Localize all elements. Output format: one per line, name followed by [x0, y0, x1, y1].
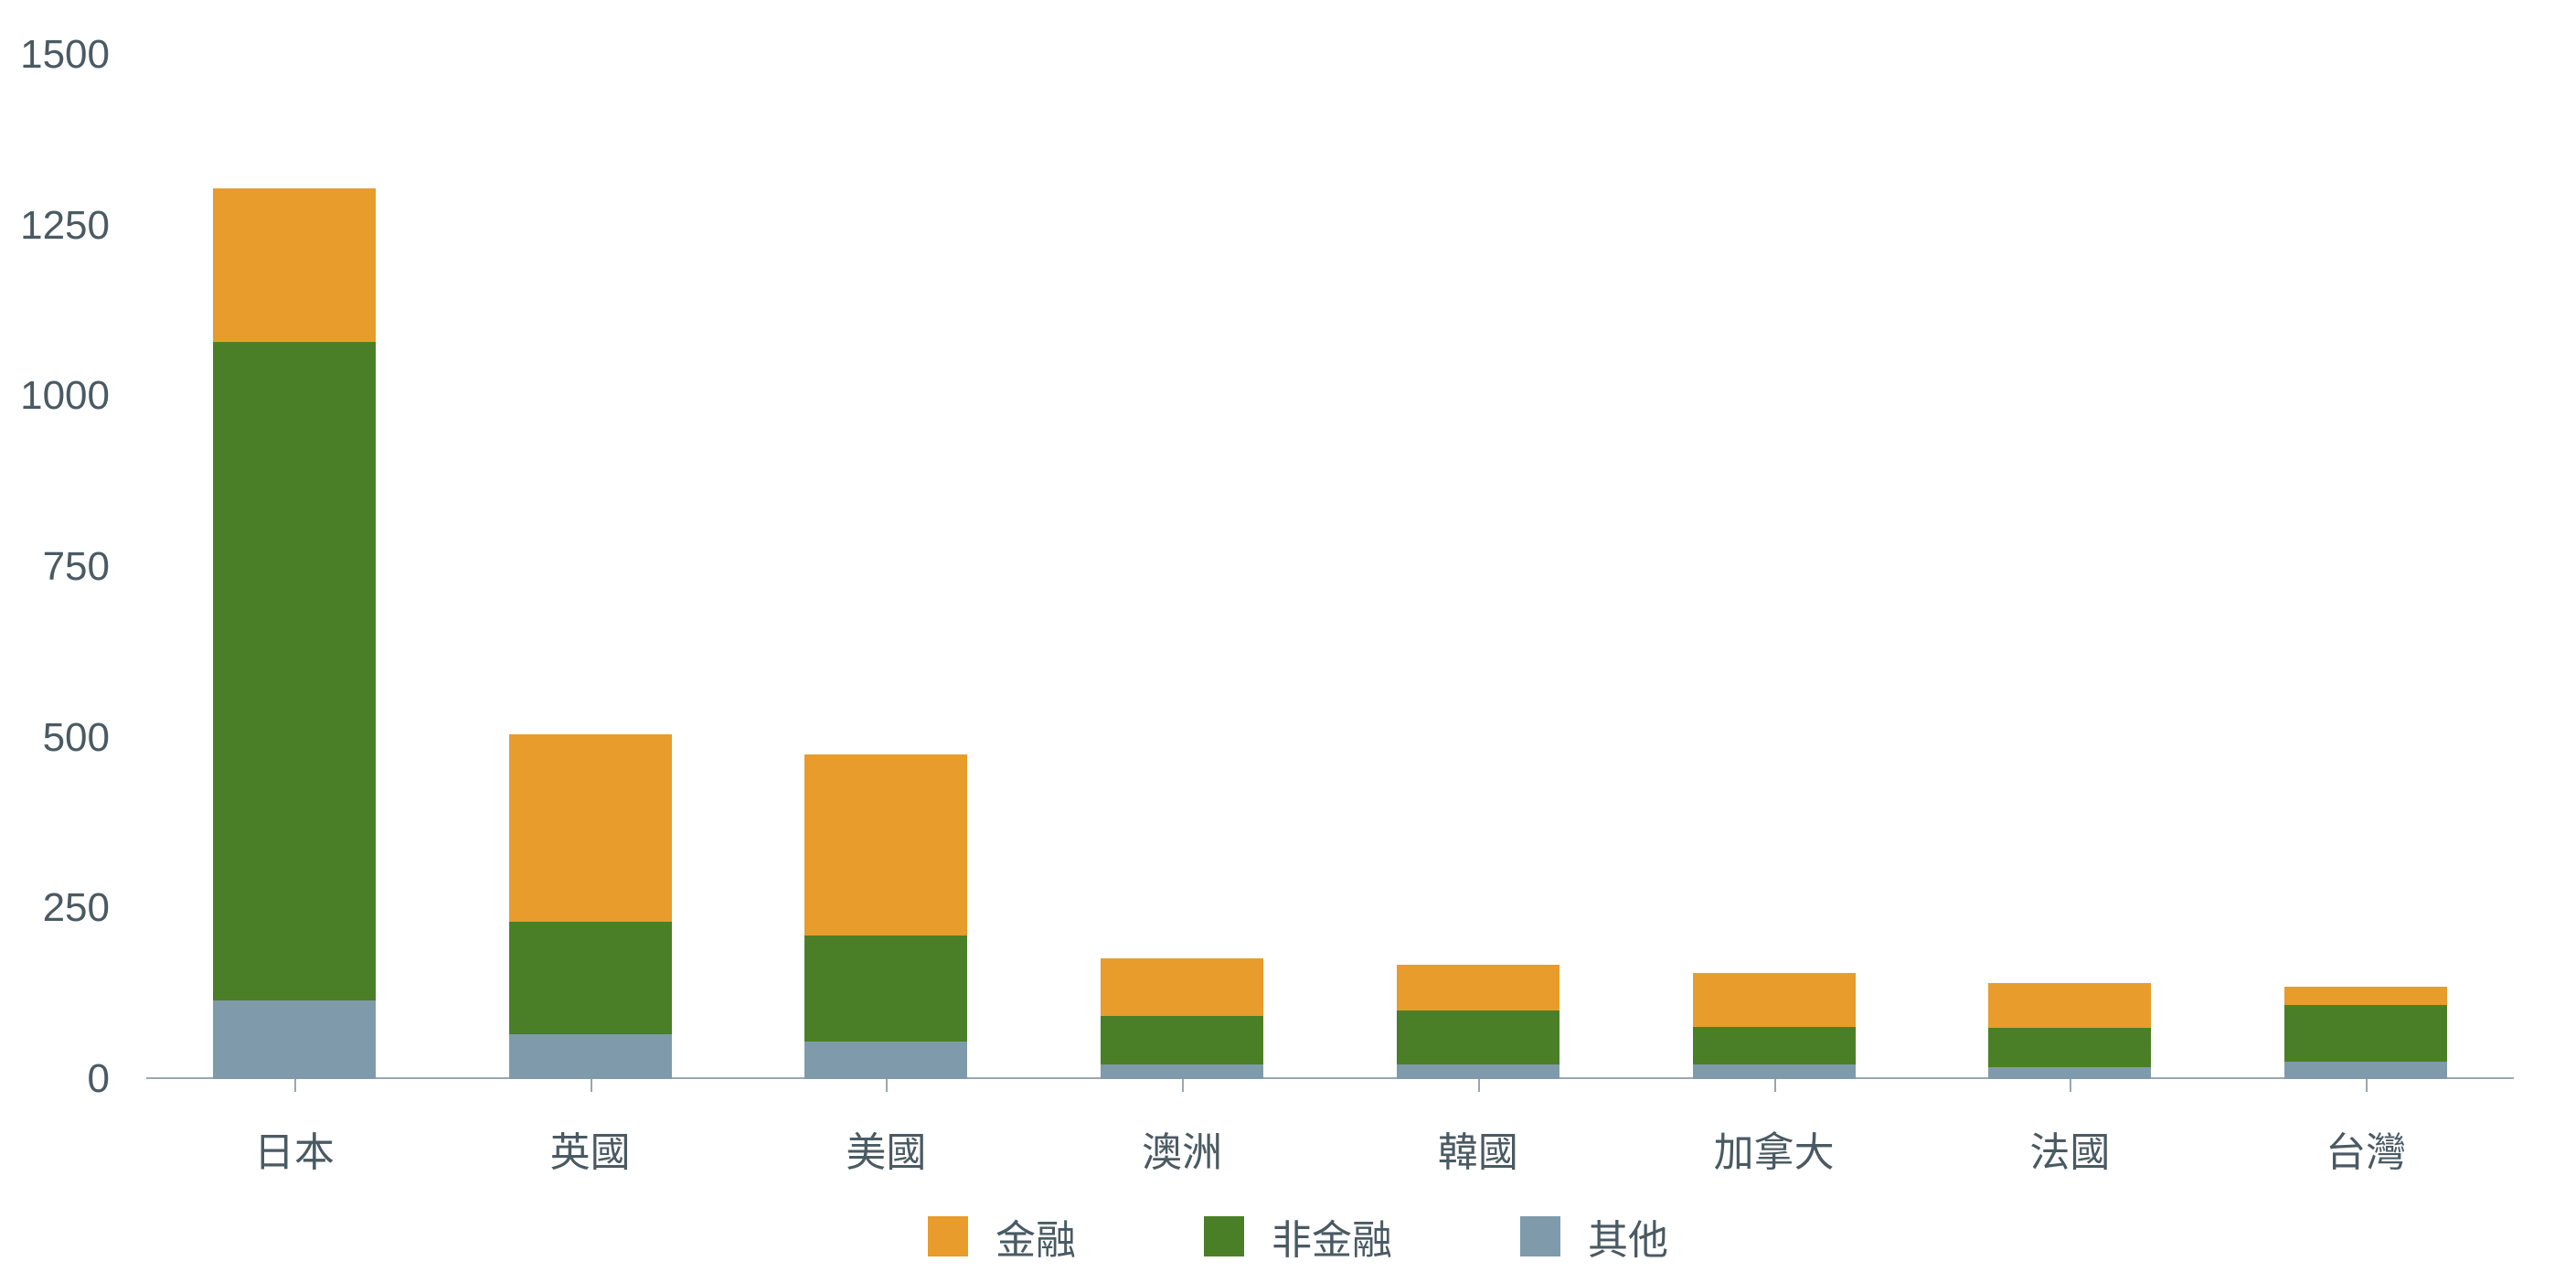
plot-area: 0250500750100012501500日本英國美國澳洲韓國加拿大法國台灣 [146, 55, 2514, 1079]
bar-segment-other [1988, 1067, 2151, 1079]
x-axis-label: 韓國 [1330, 1119, 1626, 1178]
stacked-bar [213, 188, 376, 1079]
bar-segment-other [213, 1000, 376, 1079]
bar-segment-nonfinancial [1101, 1016, 1263, 1064]
bar-segment-other [1693, 1064, 1856, 1079]
bar-segment-financial [1988, 983, 2151, 1028]
x-axis-label: 台灣 [2218, 1119, 2514, 1178]
bar-segment-financial [2284, 987, 2447, 1005]
stacked-bar-chart: 0250500750100012501500日本英國美國澳洲韓國加拿大法國台灣金… [0, 0, 2576, 1283]
bar-segment-financial [1101, 958, 1263, 1016]
stacked-bar [804, 754, 967, 1079]
bar-segment-nonfinancial [1988, 1028, 2151, 1067]
bar-segment-financial [1397, 965, 1559, 1011]
stacked-bar [1988, 983, 2151, 1079]
stacked-bar [1397, 965, 1559, 1079]
x-tick [886, 1079, 888, 1092]
stacked-bar [2284, 987, 2447, 1079]
bar-slot [1626, 55, 1922, 1079]
bar-slot [2218, 55, 2514, 1079]
legend-label: 非金融 [1272, 1207, 1392, 1266]
legend-item-other: 其他 [1520, 1207, 1668, 1266]
y-tick-label: 0 [88, 1056, 146, 1102]
x-tick [2366, 1079, 2368, 1092]
bar-segment-nonfinancial [213, 342, 376, 1001]
bar-slot [442, 55, 739, 1079]
x-tick [2070, 1079, 2071, 1092]
y-tick-label: 250 [43, 885, 146, 931]
bar-segment-other [1397, 1064, 1559, 1079]
bar-segment-financial [804, 754, 967, 936]
legend-item-nonfinancial: 非金融 [1204, 1207, 1392, 1266]
bar-segment-financial [509, 734, 672, 922]
bar-slot [146, 55, 442, 1079]
x-axis-label: 美國 [739, 1119, 1035, 1178]
bar-segment-nonfinancial [804, 936, 967, 1042]
legend-label: 其他 [1588, 1207, 1668, 1266]
bar-segment-other [509, 1034, 672, 1079]
bar-slot [1034, 55, 1330, 1079]
bar-segment-nonfinancial [1397, 1010, 1559, 1064]
x-axis-label: 加拿大 [1626, 1119, 1922, 1178]
y-tick-label: 1000 [20, 373, 146, 419]
bar-segment-financial [213, 188, 376, 342]
x-axis-labels: 日本英國美國澳洲韓國加拿大法國台灣 [146, 1119, 2514, 1178]
bar-segment-other [1101, 1064, 1263, 1079]
stacked-bar [509, 734, 672, 1079]
bar-segment-other [2284, 1062, 2447, 1079]
y-tick-label: 750 [43, 544, 146, 590]
x-tick [591, 1079, 592, 1092]
x-tick [1478, 1079, 1480, 1092]
bar-segment-other [804, 1042, 967, 1079]
legend-swatch [928, 1216, 968, 1256]
x-tick [294, 1079, 296, 1092]
bars-container [146, 55, 2514, 1079]
x-axis-label: 澳洲 [1034, 1119, 1330, 1178]
bar-slot [1922, 55, 2219, 1079]
y-tick-label: 500 [43, 715, 146, 761]
legend: 金融 非金融 其他 [795, 1207, 1801, 1266]
stacked-bar [1101, 958, 1263, 1079]
legend-item-financial: 金融 [928, 1207, 1076, 1266]
legend-swatch [1204, 1216, 1244, 1256]
bar-segment-financial [1693, 973, 1856, 1026]
x-axis-label: 日本 [146, 1119, 442, 1178]
bar-segment-nonfinancial [2284, 1005, 2447, 1061]
y-tick-label: 1500 [20, 32, 146, 78]
x-axis-label: 法國 [1922, 1119, 2219, 1178]
x-tick [1774, 1079, 1776, 1092]
x-tick [1182, 1079, 1184, 1092]
bar-segment-nonfinancial [1693, 1027, 1856, 1064]
bar-slot [739, 55, 1035, 1079]
legend-swatch [1520, 1216, 1560, 1256]
legend-label: 金融 [995, 1207, 1076, 1266]
bar-segment-nonfinancial [509, 922, 672, 1034]
x-axis-label: 英國 [442, 1119, 739, 1178]
y-tick-label: 1250 [20, 203, 146, 249]
stacked-bar [1693, 973, 1856, 1079]
bar-slot [1330, 55, 1626, 1079]
